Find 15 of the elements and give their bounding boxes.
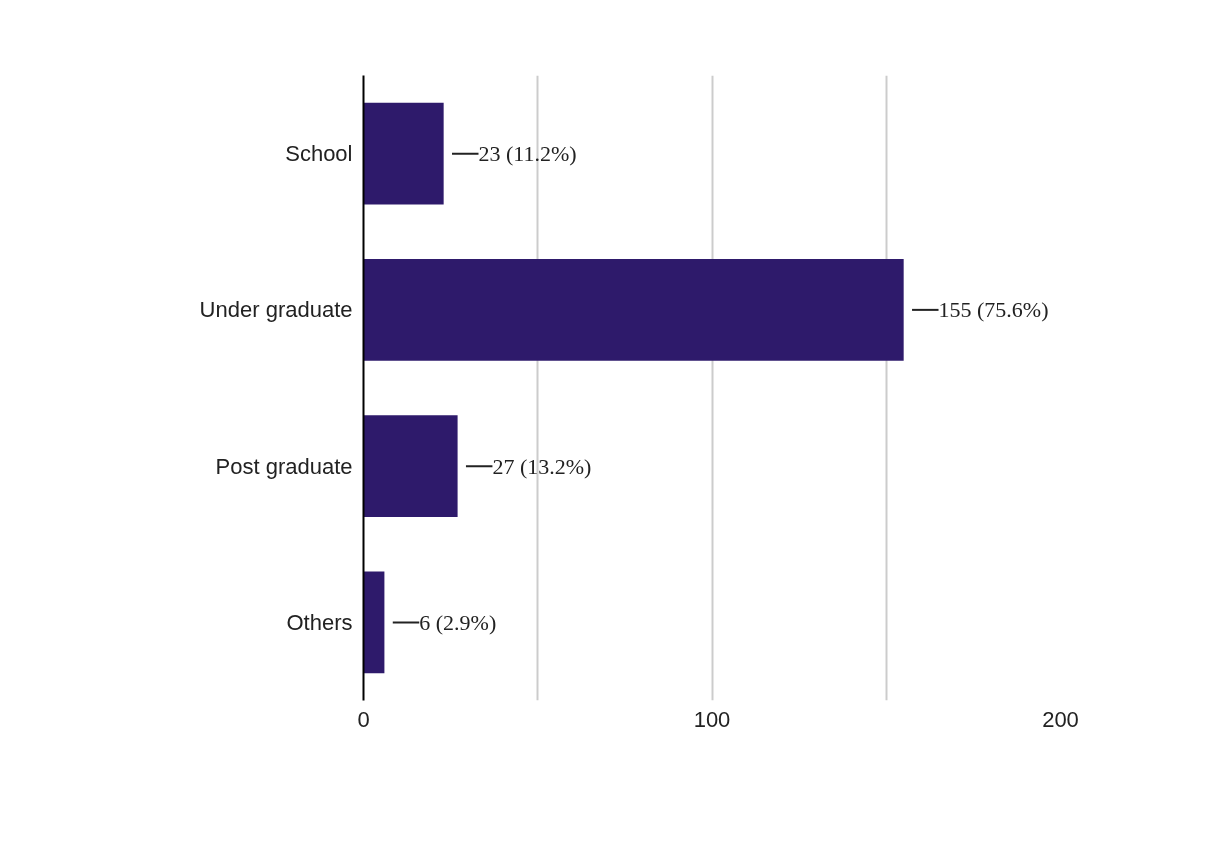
- data-label: 27 (13.2%): [492, 453, 592, 479]
- y-tick-label: Others: [286, 609, 353, 635]
- bar: [363, 102, 444, 205]
- data-label: 23 (11.2%): [478, 141, 577, 167]
- x-tick-label: 200: [1042, 706, 1079, 732]
- bar: [363, 571, 385, 674]
- data-label: 6 (2.9%): [419, 609, 497, 635]
- bar: [363, 415, 458, 517]
- y-tick-label: School: [285, 141, 353, 167]
- bar: [363, 259, 904, 361]
- x-tick-label: 0: [357, 706, 370, 732]
- y-tick-label: Post graduate: [215, 453, 353, 479]
- x-tick-label: 100: [693, 706, 731, 732]
- data-label: 155 (75.6%): [938, 297, 1049, 323]
- y-tick-label: Under graduate: [199, 297, 353, 323]
